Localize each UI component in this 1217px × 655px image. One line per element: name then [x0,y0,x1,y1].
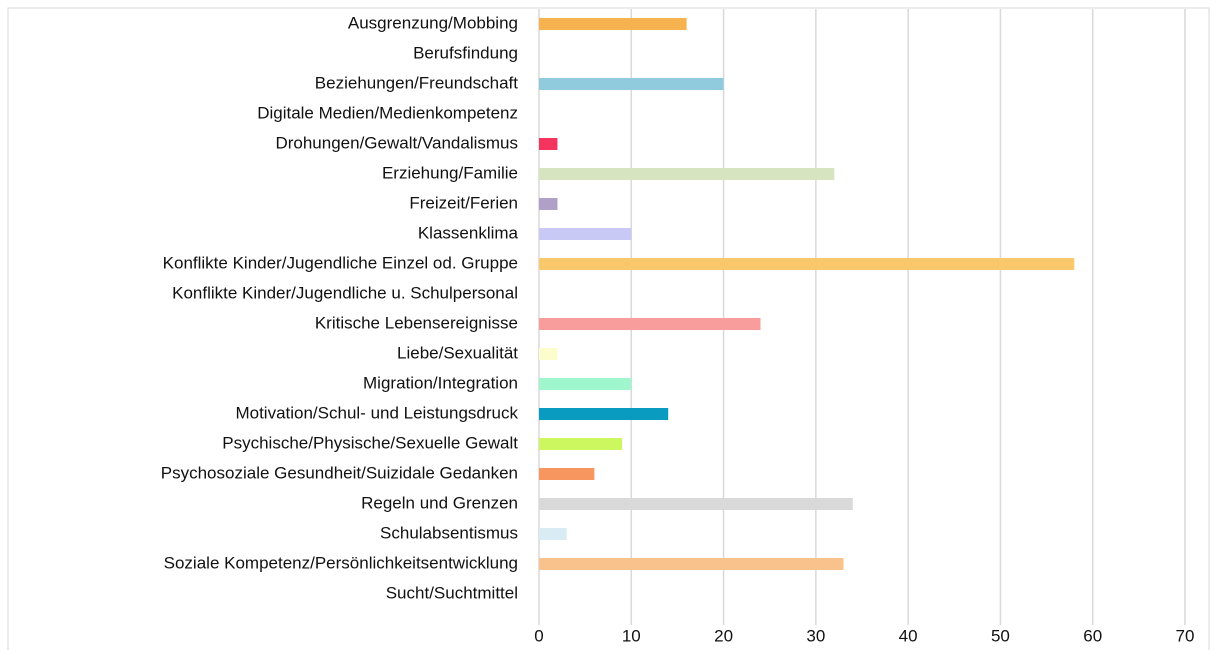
bar [539,138,558,150]
y-tick-label: Psychische/Physische/Sexuelle Gewalt [222,433,518,452]
bar [539,438,623,450]
y-tick-label: Sucht/Suchtmittel [386,583,518,602]
y-tick-label: Ausgrenzung/Mobbing [348,13,518,32]
bar [539,558,844,570]
bar [539,408,669,420]
y-tick-label: Kritische Lebensereignisse [315,313,518,332]
x-tick-label: 10 [622,626,641,645]
y-tick-label: Konflikte Kinder/Jugendliche Einzel od. … [163,253,518,272]
y-tick-label: Digitale Medien/Medienkompetenz [257,103,518,122]
x-tick-label: 20 [714,626,733,645]
bar [539,258,1075,270]
bar [539,198,558,210]
y-tick-label: Berufsfindung [413,43,518,62]
bar [539,498,853,510]
y-tick-label: Soziale Kompetenz/Persönlichkeitsentwick… [164,553,518,572]
y-tick-label: Klassenklima [418,223,519,242]
y-tick-label: Psychosoziale Gesundheit/Suizidale Gedan… [161,463,518,482]
bar [539,348,558,360]
bar [539,378,632,390]
x-tick-label: 40 [899,626,918,645]
x-tick-label: 0 [534,626,543,645]
bar [539,228,632,240]
y-tick-label: Motivation/Schul- und Leistungsdruck [235,403,518,422]
bar [539,318,761,330]
bar [539,18,687,30]
y-tick-label: Migration/Integration [363,373,518,392]
y-tick-label: Drohungen/Gewalt/Vandalismus [275,133,518,152]
bar [539,168,835,180]
x-tick-label: 70 [1176,626,1195,645]
bar [539,78,724,90]
x-tick-label: 30 [806,626,825,645]
y-tick-label: Erziehung/Familie [382,163,518,182]
y-tick-label: Beziehungen/Freundschaft [315,73,518,92]
x-tick-label: 50 [991,626,1010,645]
y-tick-label: Schulabsentismus [380,523,518,542]
y-tick-label: Konflikte Kinder/Jugendliche u. Schulper… [172,283,518,302]
bar [539,528,567,540]
y-tick-label: Freizeit/Ferien [409,193,518,212]
bar [539,468,595,480]
chart-frame [7,7,1210,655]
y-tick-label: Liebe/Sexualität [397,343,518,362]
y-tick-label: Regeln und Grenzen [361,493,518,512]
x-tick-label: 60 [1083,626,1102,645]
